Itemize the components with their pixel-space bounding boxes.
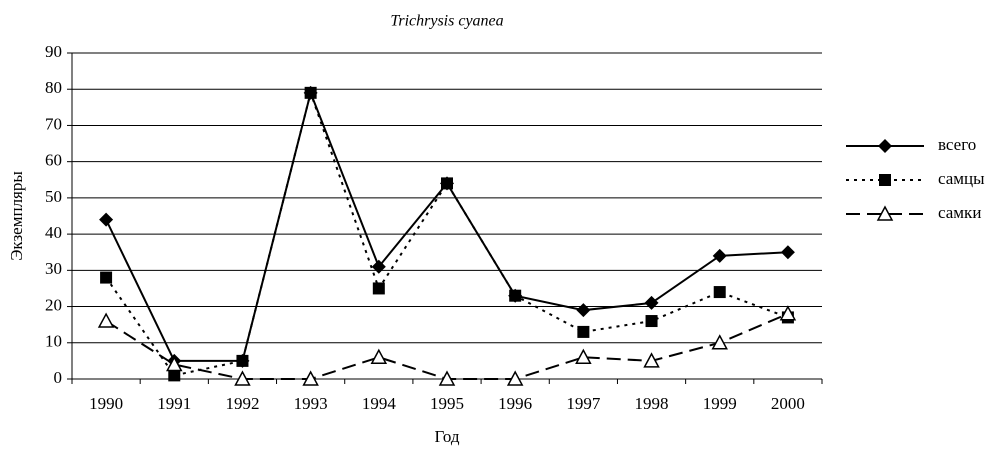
- legend-marker: [876, 205, 894, 221]
- x-tick-label: 1998: [635, 394, 669, 413]
- point: [780, 245, 795, 260]
- point: [644, 295, 659, 310]
- x-tick-label: 1996: [498, 394, 532, 413]
- point: [506, 370, 524, 386]
- point: [645, 315, 658, 328]
- y-tick-label: 60: [45, 151, 62, 170]
- point: [576, 303, 591, 318]
- point: [166, 355, 183, 372]
- y-tick-label: 50: [45, 187, 62, 206]
- x-tick-label: 1994: [362, 394, 397, 413]
- chart-title: Trichrysis cyanea: [390, 13, 503, 30]
- point: [577, 325, 590, 338]
- point: [100, 271, 113, 284]
- point: [372, 282, 385, 295]
- y-tick-label: 70: [45, 114, 62, 133]
- point: [509, 289, 522, 302]
- legend-label: всего: [938, 135, 976, 154]
- y-tick-label: 20: [45, 295, 62, 314]
- x-tick-label: 1992: [225, 394, 259, 413]
- point: [234, 370, 251, 386]
- x-tick-label: 1993: [294, 394, 328, 413]
- point: [643, 352, 660, 368]
- legend-label: самки: [938, 203, 981, 222]
- y-tick-label: 90: [45, 42, 62, 61]
- point: [711, 334, 728, 350]
- point: [441, 177, 453, 190]
- point: [575, 348, 592, 365]
- y-tick-label: 10: [45, 332, 62, 351]
- x-tick-label: 2000: [771, 394, 805, 413]
- point: [99, 212, 114, 227]
- point: [779, 305, 797, 321]
- y-tick-label: 80: [45, 78, 62, 97]
- point: [302, 370, 319, 386]
- point: [371, 259, 386, 274]
- point: [712, 248, 727, 263]
- legend-marker: [879, 174, 891, 186]
- x-tick-label: 1995: [430, 394, 464, 413]
- x-tick-label: 1999: [703, 394, 737, 413]
- legend-label: самцы: [938, 169, 985, 188]
- y-tick-label: 0: [54, 368, 63, 387]
- point: [304, 86, 317, 99]
- point: [168, 369, 181, 382]
- x-tick-label: 1991: [157, 394, 191, 413]
- x-axis-label: Год: [435, 427, 460, 446]
- y-tick-label: 40: [45, 223, 62, 242]
- x-tick-label: 1997: [566, 394, 601, 413]
- point: [438, 370, 456, 386]
- y-tick-label: 30: [45, 259, 62, 278]
- point: [713, 286, 726, 299]
- point: [97, 312, 115, 328]
- x-tick-label: 1990: [89, 394, 123, 413]
- y-axis-label: Экземпляры: [7, 171, 26, 261]
- legend-marker: [878, 139, 892, 153]
- point: [236, 354, 249, 367]
- point: [370, 348, 388, 365]
- series-line: [105, 89, 788, 362]
- series-line: [105, 312, 789, 380]
